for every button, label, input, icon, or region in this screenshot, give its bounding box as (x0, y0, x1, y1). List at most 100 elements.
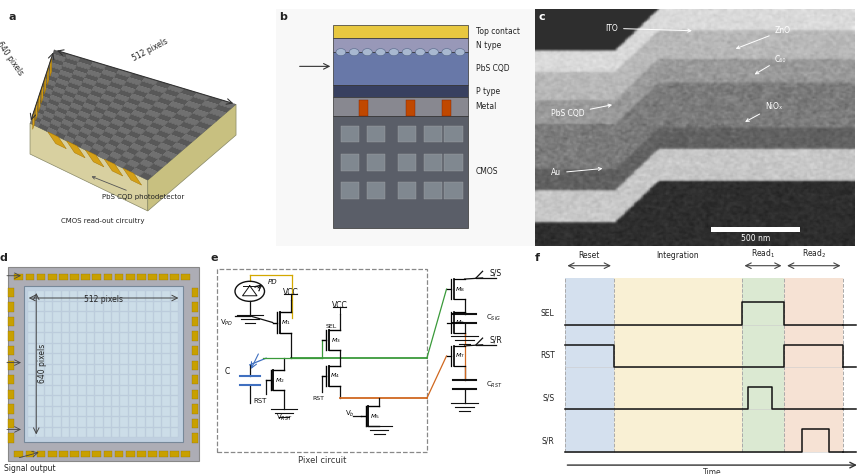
Polygon shape (118, 155, 131, 164)
Bar (28, 396, 35, 406)
Bar (95, 355, 103, 364)
Bar (129, 355, 136, 364)
Bar (341, 182, 359, 199)
Bar (112, 396, 119, 406)
Bar (104, 428, 111, 437)
Bar (54, 292, 60, 301)
Bar (129, 292, 136, 301)
Bar (95, 323, 103, 332)
Bar (129, 418, 136, 427)
Bar (87, 312, 94, 322)
Bar (137, 375, 144, 385)
Bar (95, 375, 103, 385)
Bar (45, 418, 52, 427)
Bar (54, 386, 60, 395)
Bar (171, 365, 178, 374)
Polygon shape (134, 139, 148, 147)
Polygon shape (160, 126, 175, 134)
Bar (45, 396, 52, 406)
Bar (129, 344, 136, 353)
Ellipse shape (442, 49, 451, 56)
Bar (70, 302, 78, 311)
Polygon shape (113, 147, 126, 155)
Bar (28, 302, 35, 311)
Polygon shape (74, 94, 87, 102)
Bar (162, 344, 170, 353)
Polygon shape (40, 91, 51, 99)
Polygon shape (154, 81, 171, 89)
Bar (137, 407, 144, 416)
Bar (48, 451, 57, 457)
Bar (54, 396, 60, 406)
Polygon shape (80, 144, 92, 152)
Bar (162, 407, 170, 416)
Bar (192, 302, 198, 311)
Polygon shape (145, 126, 160, 135)
Polygon shape (110, 152, 122, 160)
Polygon shape (126, 98, 142, 106)
Bar (104, 451, 112, 457)
Bar (359, 100, 368, 116)
Bar (171, 428, 178, 437)
Bar (79, 312, 85, 322)
Bar (129, 323, 136, 332)
Bar (54, 375, 60, 385)
Bar (79, 365, 85, 374)
Polygon shape (111, 77, 126, 85)
Bar (424, 126, 442, 142)
Bar (9, 317, 15, 326)
Polygon shape (173, 97, 189, 105)
Polygon shape (135, 122, 149, 130)
Polygon shape (53, 115, 64, 123)
Polygon shape (97, 78, 111, 86)
Polygon shape (131, 168, 144, 176)
Bar (170, 451, 179, 457)
Bar (45, 292, 52, 301)
Bar (59, 451, 67, 457)
Bar (61, 302, 69, 311)
Text: M$_4$: M$_4$ (331, 372, 340, 381)
Polygon shape (152, 135, 166, 143)
Text: V$_b$: V$_b$ (345, 409, 355, 419)
Bar (146, 365, 153, 374)
Bar (137, 428, 144, 437)
Polygon shape (101, 115, 114, 123)
Bar (442, 100, 450, 116)
Text: Metal: Metal (476, 102, 497, 111)
Polygon shape (61, 119, 73, 127)
Bar (95, 292, 103, 301)
Bar (28, 428, 35, 437)
Text: CMOS read-out circuitry: CMOS read-out circuitry (60, 218, 144, 224)
Polygon shape (126, 77, 142, 85)
Polygon shape (83, 123, 95, 131)
Polygon shape (167, 146, 182, 155)
Polygon shape (44, 75, 46, 94)
Polygon shape (186, 130, 202, 138)
Bar (137, 323, 144, 332)
Polygon shape (45, 107, 56, 115)
Bar (146, 407, 153, 416)
Bar (171, 355, 178, 364)
Polygon shape (73, 119, 85, 127)
Bar (120, 292, 128, 301)
Polygon shape (85, 98, 98, 106)
Polygon shape (131, 155, 144, 164)
Bar (711, 227, 800, 232)
Bar (154, 375, 161, 385)
Bar (444, 126, 463, 142)
Ellipse shape (375, 49, 386, 56)
Polygon shape (105, 155, 118, 164)
Bar (137, 312, 144, 322)
Bar (137, 292, 144, 301)
Bar (45, 344, 52, 353)
Bar (424, 182, 442, 199)
Bar (171, 396, 178, 406)
Bar (95, 407, 103, 416)
Polygon shape (47, 103, 58, 111)
Bar (104, 386, 111, 395)
Bar (112, 302, 119, 311)
Polygon shape (135, 85, 151, 93)
Polygon shape (117, 69, 132, 77)
Bar (54, 407, 60, 416)
Bar (45, 386, 52, 395)
